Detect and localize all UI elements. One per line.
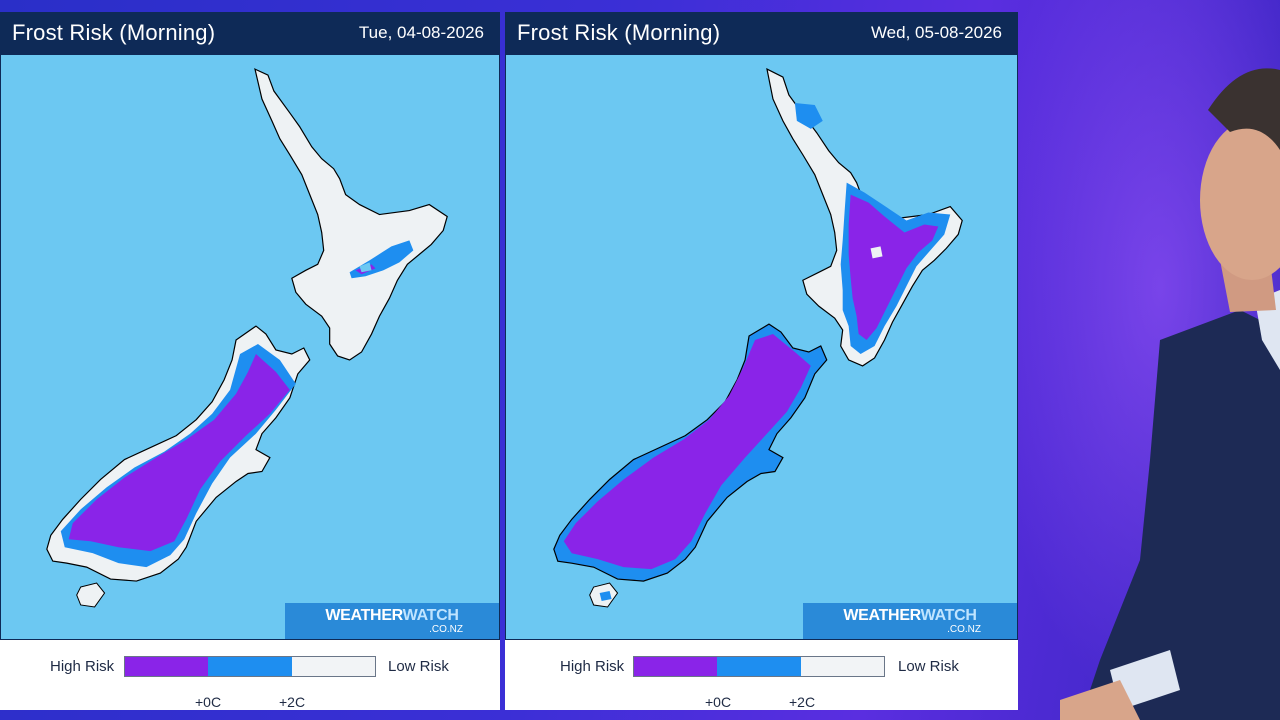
legend-mid-swatch [717,657,801,676]
legend-color-bar [633,656,885,677]
legend-tick-2c: +2C [789,694,816,710]
frost-risk-legend: High Risk Low Risk +0C +2C [0,646,500,710]
stewart-island [76,582,106,608]
presenter-hand [1060,680,1140,720]
frost-map-panel-wednesday: Frost Risk (Morning) Wed, 05-08-2026 WEA… [505,12,1018,710]
nz-frost-map: WEATHERWATCH .CO.NZ [0,54,500,640]
brand-domain: .CO.NZ [429,624,463,635]
nz-map-graphic [46,68,448,608]
presenter-head [1200,120,1280,280]
north-island-frost-high [848,194,939,341]
presenter-figure [1060,68,1280,720]
legend-low-swatch [800,657,884,676]
legend-low-label: Low Risk [898,658,959,675]
lake-taupo [870,246,883,259]
nz-map-graphic [553,68,963,608]
legend-high-swatch [634,657,718,676]
legend-high-swatch [125,657,209,676]
weatherwatch-logo: WEATHERWATCH .CO.NZ [285,603,499,639]
legend-tick-0c: +0C [195,694,222,710]
panel-title: Frost Risk (Morning) [12,20,216,45]
south-island-frost-high [68,353,290,552]
stewart-island-frost [599,591,612,602]
nz-frost-map: WEATHERWATCH .CO.NZ [505,54,1018,640]
panel-date: Tue, 04-08-2026 [358,23,484,42]
brand-domain: .CO.NZ [947,624,981,635]
legend-high-label: High Risk [560,658,625,675]
panel-title: Frost Risk (Morning) [517,20,721,45]
brand-part-watch: WATCH [920,607,977,624]
brand-part-weather: WEATHER [325,607,403,624]
presenter-suit [1080,310,1280,720]
legend-low-label: Low Risk [388,658,449,675]
legend-low-swatch [291,657,375,676]
panel-header: Frost Risk (Morning) Wed, 05-08-2026 [505,12,1018,54]
panel-header: Frost Risk (Morning) Tue, 04-08-2026 [0,12,500,54]
frost-map-panel-tuesday: Frost Risk (Morning) Tue, 04-08-2026 WEA… [0,12,500,710]
brand-part-watch: WATCH [402,607,459,624]
legend-mid-swatch [208,657,292,676]
brand-part-weather: WEATHER [843,607,921,624]
presenter-hair [1208,68,1280,150]
south-island-frost-high [563,334,811,570]
legend-tick-0c: +0C [705,694,732,710]
lake-taupo [359,262,372,273]
legend-high-label: High Risk [50,658,115,675]
legend-color-bar [124,656,376,677]
frost-risk-legend: High Risk Low Risk +0C +2C [505,646,1018,710]
legend-tick-2c: +2C [279,694,306,710]
panel-date: Wed, 05-08-2026 [870,23,1002,42]
northland-frost-patch [794,102,823,129]
north-island [254,68,448,361]
weatherwatch-logo: WEATHERWATCH .CO.NZ [803,603,1017,639]
